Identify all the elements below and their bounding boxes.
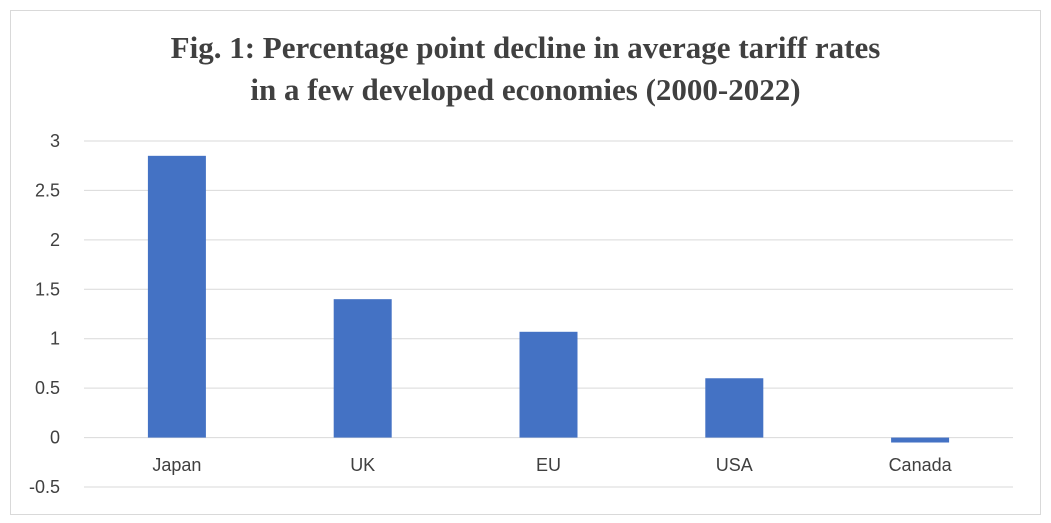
y-tick-label: 2.5 <box>35 180 60 200</box>
y-tick-label: -0.5 <box>29 477 60 497</box>
bar-uk <box>333 299 392 438</box>
y-tick-label: 0.5 <box>35 378 60 398</box>
x-category-label: UK <box>350 455 375 475</box>
x-category-label: Canada <box>889 455 953 475</box>
y-tick-label: 2 <box>50 230 60 250</box>
y-tick-label: 1.5 <box>35 279 60 299</box>
bar-canada <box>891 437 950 443</box>
chart-title: Fig. 1: Percentage point decline in aver… <box>0 27 1051 111</box>
bar-japan <box>147 155 206 438</box>
bars <box>147 155 950 443</box>
chart-title-line-1: Fig. 1: Percentage point decline in aver… <box>170 30 881 65</box>
y-tick-label: 0 <box>50 428 60 448</box>
chart-title-line-2: in a few developed economies (2000-2022) <box>250 72 801 107</box>
x-category-label: USA <box>716 455 753 475</box>
x-category-label: EU <box>536 455 561 475</box>
bar-eu <box>519 331 578 438</box>
y-axis-ticks: 3 2.5 2 1.5 1 0.5 0 -0.5 <box>29 131 60 497</box>
gridlines <box>84 140 1013 488</box>
bar-usa <box>705 378 764 438</box>
x-category-label: Japan <box>152 455 201 475</box>
y-tick-label: 3 <box>50 131 60 151</box>
y-tick-label: 1 <box>50 329 60 349</box>
x-axis-categories: Japan UK EU USA Canada <box>152 455 952 475</box>
